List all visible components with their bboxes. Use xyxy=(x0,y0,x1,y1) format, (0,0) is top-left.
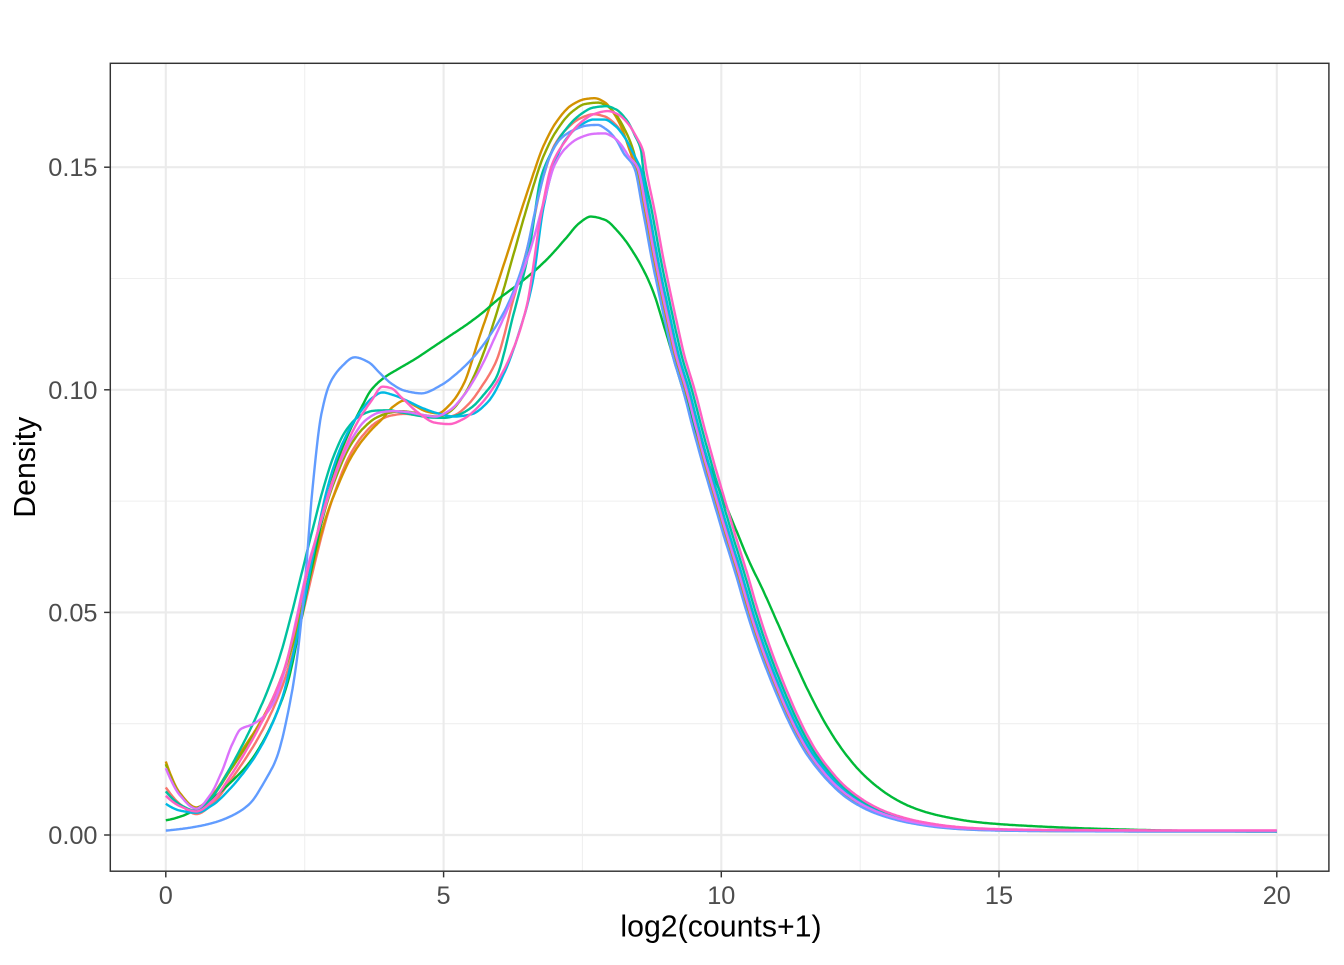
svg-text:10: 10 xyxy=(707,882,735,910)
svg-text:5: 5 xyxy=(437,882,451,910)
svg-text:20: 20 xyxy=(1263,882,1291,910)
svg-text:Density: Density xyxy=(9,416,42,518)
svg-text:0.05: 0.05 xyxy=(48,599,97,627)
svg-text:0.00: 0.00 xyxy=(48,822,97,850)
svg-text:log2(counts+1): log2(counts+1) xyxy=(620,911,821,944)
svg-text:0.10: 0.10 xyxy=(48,377,97,405)
svg-text:15: 15 xyxy=(985,882,1013,910)
svg-text:0.15: 0.15 xyxy=(48,154,97,182)
svg-text:0: 0 xyxy=(159,882,173,910)
